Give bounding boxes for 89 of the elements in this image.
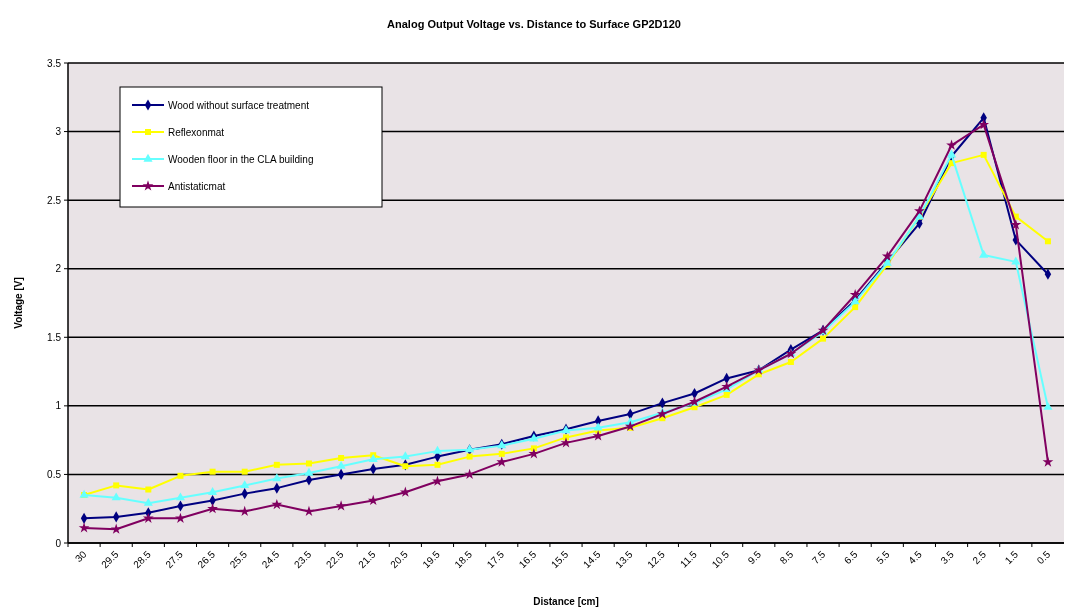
point — [145, 486, 152, 493]
point — [624, 420, 636, 432]
x-tick-label: 1.5 — [1002, 548, 1021, 567]
point — [273, 461, 280, 468]
legend-label: Antistaticmat — [168, 180, 226, 192]
point — [143, 497, 153, 506]
y-tick-label: 0.5 — [47, 468, 62, 480]
x-tick-label: 3.5 — [938, 548, 957, 567]
point — [979, 249, 989, 258]
point — [304, 467, 314, 476]
point — [305, 460, 312, 467]
legend-label: Reflexonmat — [168, 126, 225, 138]
x-tick-label: 14.5 — [581, 548, 603, 571]
x-tick-label: 16.5 — [516, 548, 539, 571]
point — [303, 505, 315, 517]
x-tick-label: 5.5 — [874, 548, 893, 567]
point — [271, 498, 283, 510]
x-tick-label: 7.5 — [809, 548, 828, 567]
point — [175, 492, 186, 501]
point — [852, 304, 859, 311]
point — [820, 335, 827, 342]
point — [881, 250, 893, 261]
x-tick-label: 11.5 — [677, 548, 700, 570]
point — [400, 451, 410, 460]
point — [142, 512, 154, 523]
point — [78, 522, 90, 533]
point — [946, 149, 957, 158]
point — [1010, 219, 1022, 230]
point — [177, 472, 184, 479]
point — [723, 391, 730, 398]
point — [434, 461, 441, 468]
point — [787, 358, 794, 365]
legend-label: Wood without surface treatment — [168, 99, 310, 111]
point — [563, 434, 569, 441]
point — [464, 468, 475, 480]
y-tick-label: 0 — [55, 537, 62, 549]
y-tick-label: 2 — [55, 263, 62, 275]
point — [980, 151, 987, 158]
point — [272, 473, 282, 482]
point — [402, 463, 409, 470]
point — [338, 454, 345, 461]
point — [241, 468, 248, 475]
point — [1044, 238, 1051, 245]
point — [207, 503, 218, 514]
point — [978, 119, 990, 130]
point — [335, 500, 347, 511]
point — [849, 289, 861, 300]
point — [399, 486, 411, 497]
x-tick-label: 4.5 — [906, 548, 925, 567]
chart-title: Analog Output Voltage vs. Distance to Surface GP2D120 — [387, 18, 681, 30]
y-tick-label: 2.5 — [47, 194, 62, 206]
x-axis-title: Distance [cm] — [533, 596, 599, 607]
point — [336, 460, 346, 469]
x-tick-label: 19.5 — [420, 548, 443, 571]
point — [239, 505, 251, 517]
y-tick-label: 3.5 — [47, 57, 62, 69]
point — [914, 205, 925, 216]
point — [466, 453, 473, 460]
y-tick-label: 1.5 — [47, 331, 62, 343]
point — [1042, 456, 1054, 467]
point — [208, 486, 218, 495]
x-tick-label: 30 — [72, 548, 89, 565]
x-tick-label: 9.5 — [745, 548, 764, 567]
point — [111, 492, 121, 501]
point — [113, 482, 120, 489]
x-tick-label: 13.5 — [613, 548, 635, 571]
point — [530, 445, 537, 452]
x-tick-label: 12.5 — [645, 548, 668, 571]
point — [498, 450, 505, 457]
y-tick-label: 3 — [55, 126, 62, 138]
y-tick-label: 1 — [55, 400, 62, 412]
x-tick-label: 0.5 — [1034, 548, 1053, 567]
x-tick-label: 8.5 — [777, 548, 796, 567]
x-tick-label: 10.5 — [709, 548, 732, 571]
point — [1043, 401, 1053, 410]
point — [209, 468, 216, 475]
y-axis-title: Voltage [V] — [13, 277, 24, 329]
x-tick-label: 15.5 — [548, 548, 571, 571]
x-tick-label: 18.5 — [452, 548, 475, 571]
x-tick-label: 17.5 — [484, 548, 507, 571]
point — [367, 494, 379, 506]
x-tick-label: 2.5 — [970, 548, 989, 567]
point — [946, 139, 957, 150]
point — [432, 475, 443, 486]
point — [432, 445, 443, 454]
legend-label: Wooden floor in the CLA building — [168, 153, 314, 165]
x-tick-label: 6.5 — [841, 548, 860, 567]
point — [240, 480, 250, 489]
point — [721, 380, 733, 392]
